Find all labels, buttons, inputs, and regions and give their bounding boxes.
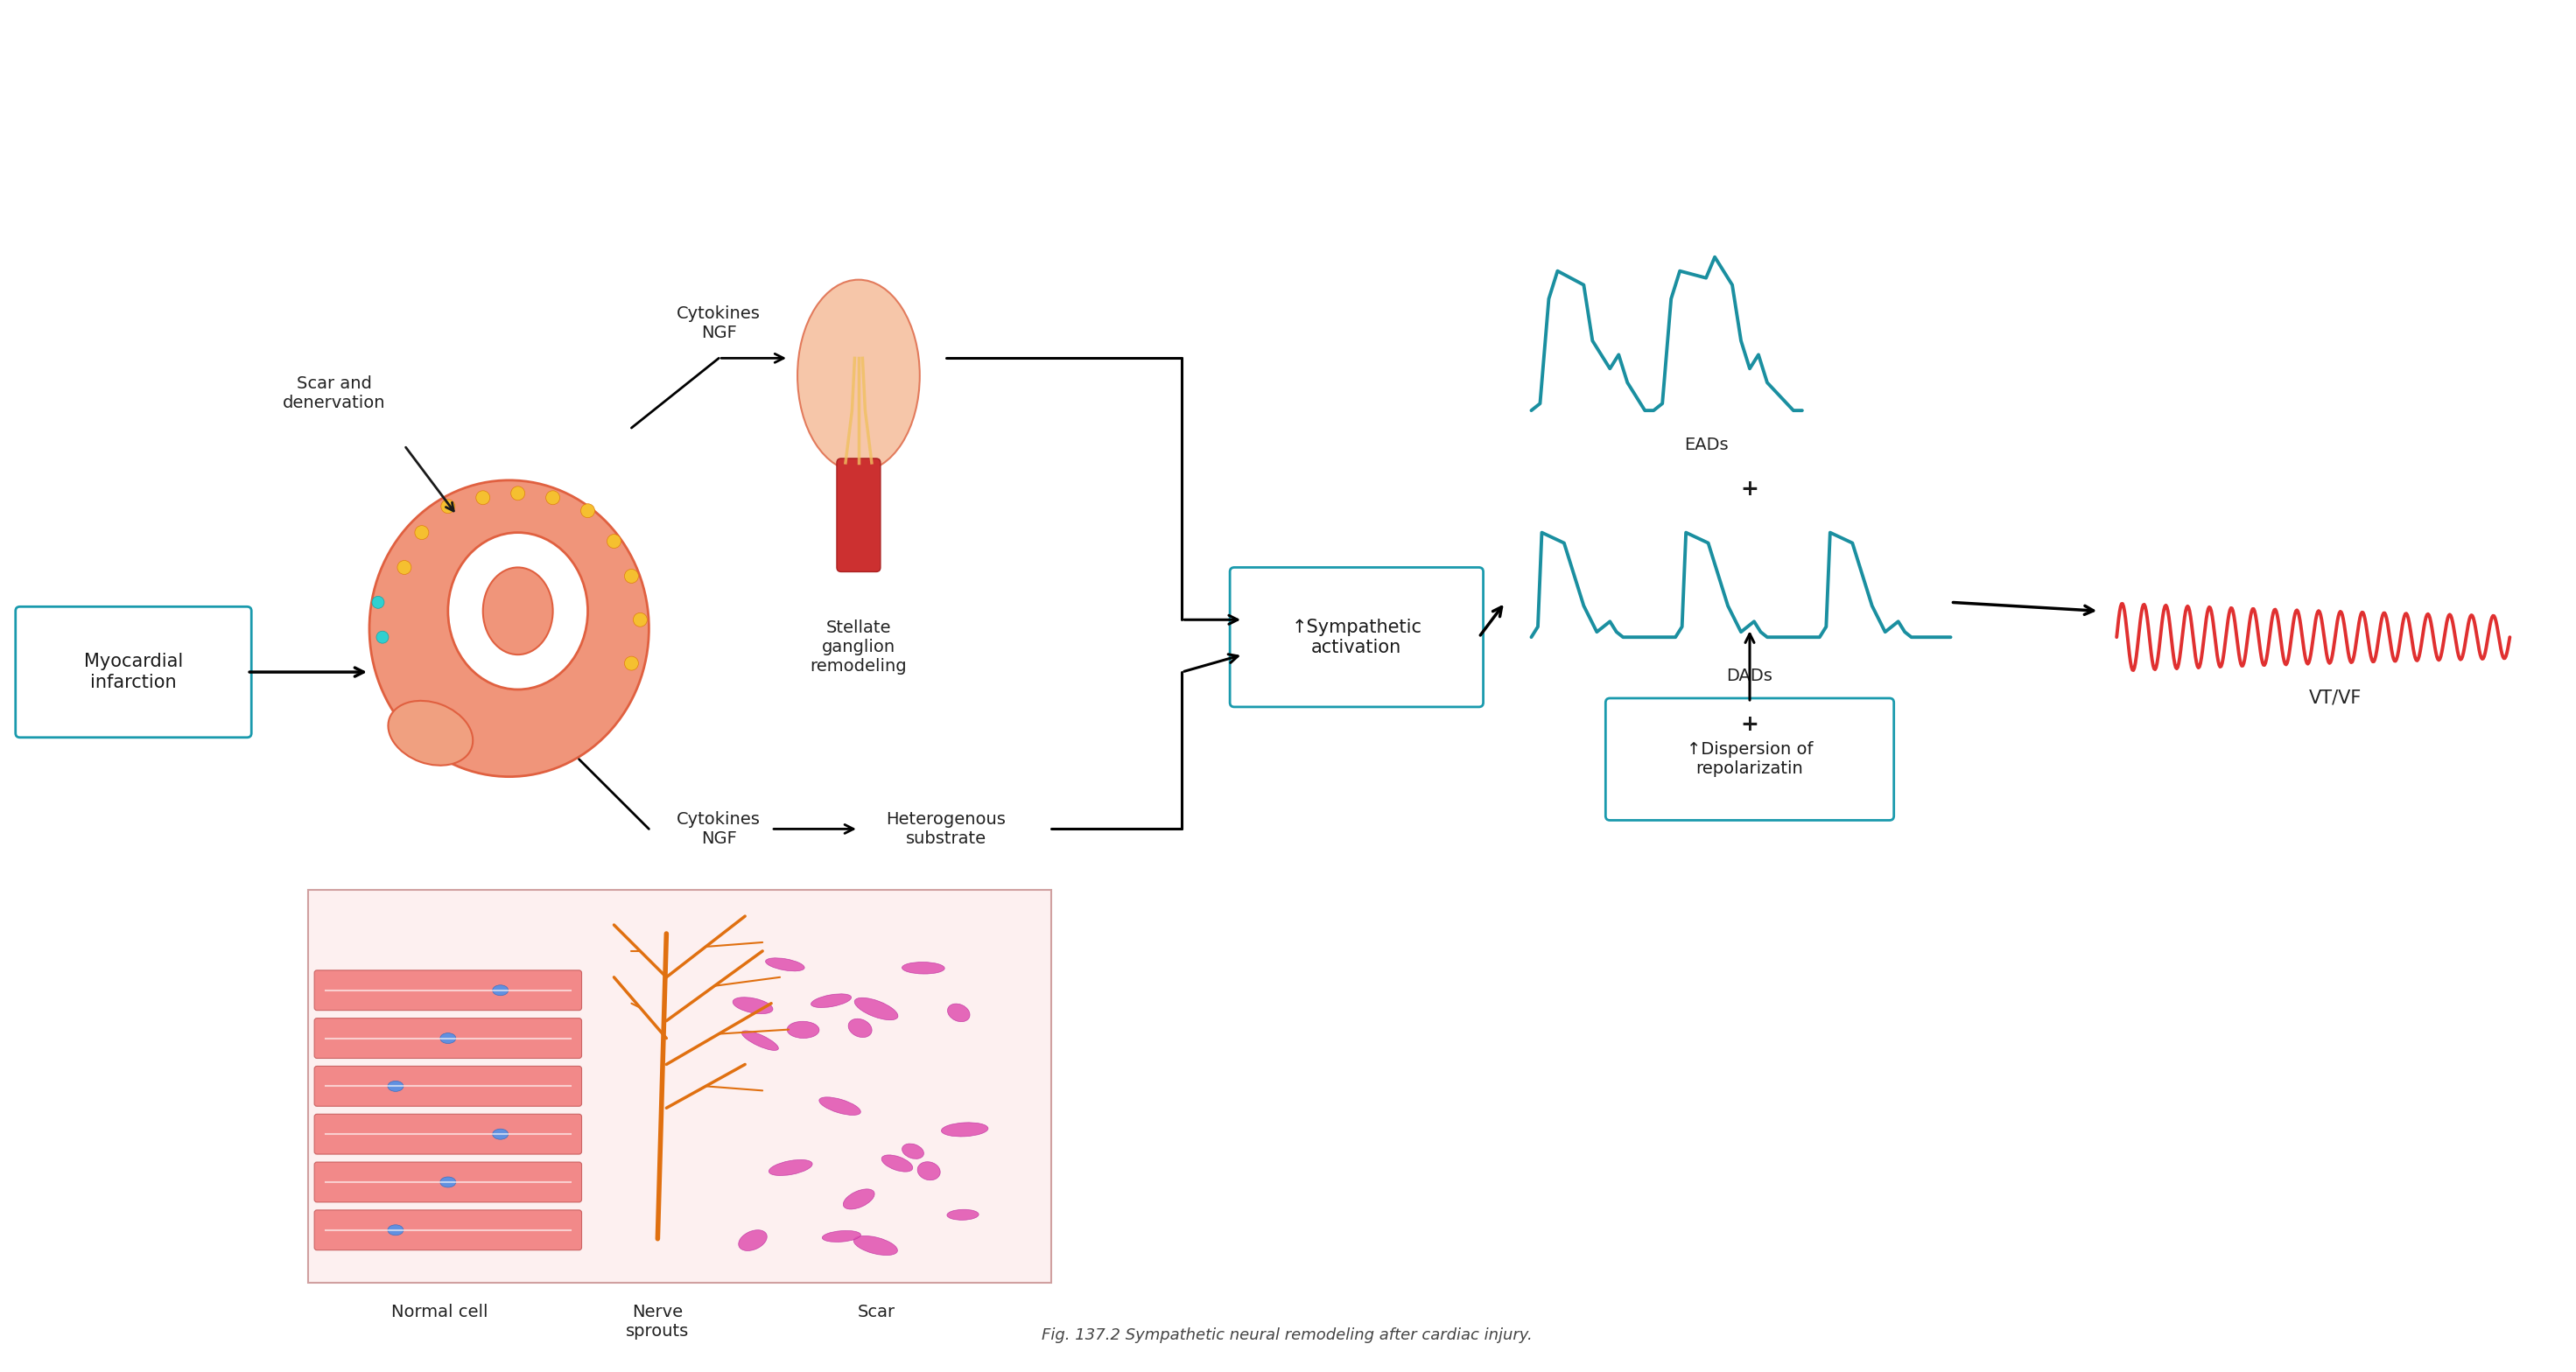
Ellipse shape [440, 1177, 456, 1187]
Ellipse shape [809, 1026, 853, 1048]
FancyBboxPatch shape [314, 1114, 582, 1154]
Ellipse shape [889, 944, 925, 956]
Circle shape [580, 504, 595, 517]
Ellipse shape [829, 1093, 850, 1110]
FancyBboxPatch shape [314, 1210, 582, 1250]
Ellipse shape [389, 1081, 404, 1092]
Text: VT/VF: VT/VF [2308, 690, 2362, 707]
Text: Heterogenous
substrate: Heterogenous substrate [886, 811, 1005, 847]
Ellipse shape [389, 701, 474, 766]
Ellipse shape [448, 532, 587, 690]
FancyBboxPatch shape [314, 1162, 582, 1202]
Text: Normal cell: Normal cell [392, 1305, 487, 1321]
Text: EADs: EADs [1685, 436, 1728, 453]
Text: Scar and
denervation: Scar and denervation [283, 375, 386, 412]
Circle shape [415, 525, 428, 539]
FancyBboxPatch shape [314, 1066, 582, 1106]
Circle shape [608, 534, 621, 549]
Ellipse shape [956, 1066, 999, 1092]
Circle shape [376, 631, 389, 643]
Text: Fig. 137.2 Sympathetic neural remodeling after cardiac injury.: Fig. 137.2 Sympathetic neural remodeling… [1041, 1328, 1533, 1343]
Ellipse shape [747, 936, 778, 952]
Text: Cytokines
NGF: Cytokines NGF [677, 306, 760, 342]
Text: Scar: Scar [858, 1305, 894, 1321]
Text: +: + [1741, 713, 1759, 735]
Ellipse shape [757, 1106, 799, 1124]
Ellipse shape [793, 1106, 824, 1121]
Text: Nerve
sprouts: Nerve sprouts [626, 1305, 690, 1340]
Ellipse shape [755, 1183, 786, 1202]
Ellipse shape [783, 1109, 806, 1124]
Ellipse shape [971, 1224, 994, 1236]
FancyBboxPatch shape [837, 458, 881, 572]
Ellipse shape [858, 936, 894, 958]
Circle shape [510, 486, 526, 501]
Ellipse shape [817, 1088, 863, 1107]
Ellipse shape [440, 1033, 456, 1044]
Text: +: + [1741, 479, 1759, 499]
Circle shape [623, 656, 639, 671]
Ellipse shape [799, 280, 920, 472]
FancyBboxPatch shape [1229, 568, 1484, 707]
FancyBboxPatch shape [15, 606, 252, 737]
FancyBboxPatch shape [309, 890, 1051, 1283]
Ellipse shape [492, 1129, 507, 1139]
Ellipse shape [368, 480, 649, 777]
Ellipse shape [956, 1073, 979, 1091]
Circle shape [634, 613, 647, 627]
Circle shape [397, 560, 412, 575]
Ellipse shape [850, 1203, 891, 1217]
Ellipse shape [933, 1076, 971, 1096]
Circle shape [440, 499, 456, 513]
Ellipse shape [482, 568, 554, 654]
Ellipse shape [752, 960, 778, 978]
FancyBboxPatch shape [314, 970, 582, 1010]
Ellipse shape [940, 1188, 971, 1200]
Ellipse shape [492, 985, 507, 996]
Circle shape [546, 491, 559, 505]
Ellipse shape [389, 1225, 404, 1235]
Text: ↑Dispersion of
repolarizatin: ↑Dispersion of repolarizatin [1687, 741, 1814, 777]
FancyBboxPatch shape [1605, 698, 1893, 820]
Circle shape [623, 569, 639, 583]
FancyBboxPatch shape [314, 1018, 582, 1058]
Text: ↑Sympathetic
activation: ↑Sympathetic activation [1291, 619, 1422, 656]
Text: Stellate
ganglion
remodeling: Stellate ganglion remodeling [811, 620, 907, 675]
Text: DADs: DADs [1726, 668, 1772, 685]
Ellipse shape [876, 1040, 914, 1059]
Text: Myocardial
infarction: Myocardial infarction [85, 653, 183, 691]
Circle shape [371, 597, 384, 608]
Text: Cytokines
NGF: Cytokines NGF [677, 811, 760, 847]
Circle shape [477, 491, 489, 505]
Ellipse shape [935, 1206, 966, 1224]
Ellipse shape [945, 1242, 971, 1261]
